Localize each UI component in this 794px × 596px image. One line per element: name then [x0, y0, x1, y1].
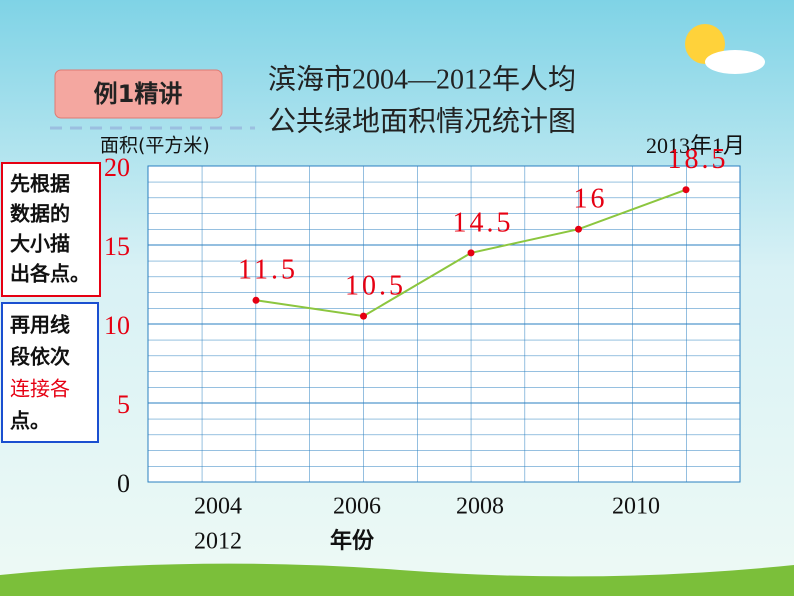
value-label: 10.5 — [345, 271, 406, 302]
tip-box — [1, 302, 99, 443]
grass — [0, 563, 794, 596]
tip-text: 出各点。 — [10, 262, 90, 286]
value-label: 18.5 — [668, 144, 729, 175]
x-tick-label: 2004 — [194, 494, 242, 520]
data-point — [682, 186, 690, 194]
chart: 0 5 10 15 20 2004 2006 2008 2010 2012 11.5 10.5 14.5… — [104, 144, 740, 555]
y-tick-label: 0 — [117, 469, 130, 498]
x-tick-label: 2008 — [456, 494, 504, 520]
data-point — [252, 296, 260, 304]
x-tick-label: 2012 — [194, 529, 242, 555]
tip-text: 再用线 — [10, 313, 70, 337]
y-tick-label: 20 — [104, 153, 130, 182]
tip-text: 连接各 — [10, 377, 70, 401]
value-label: 11.5 — [238, 255, 298, 286]
data-point — [575, 225, 582, 233]
tip-text: 段依次 — [10, 345, 70, 369]
data-point — [360, 312, 367, 320]
tip-text: 大小描 — [10, 232, 70, 256]
y-tick-label: 15 — [104, 232, 130, 261]
tip-box — [1, 162, 101, 297]
y-axis-label: 面积(平方米) — [100, 135, 210, 157]
date-note: 2013年1月 — [646, 133, 745, 158]
x-tick-label: 2006 — [333, 494, 381, 520]
x-tick-label: 2010 — [612, 494, 660, 520]
value-label: 16 — [574, 184, 608, 215]
title-line: 滨海市2004—2012年人均 — [268, 63, 576, 95]
data-point — [467, 249, 475, 257]
y-tick-label: 10 — [104, 311, 130, 340]
badge-box — [54, 69, 223, 119]
badge: 例1精讲 — [94, 80, 183, 108]
tip-text: 点。 — [10, 409, 50, 433]
sun — [685, 24, 765, 74]
value-label: 14.5 — [453, 207, 514, 238]
tip-text: 数据的 — [10, 202, 70, 226]
x-axis-label: 年份 — [330, 528, 375, 554]
tip-text: 先根据 — [10, 172, 70, 196]
y-tick-label: 5 — [117, 390, 130, 419]
title-line: 公共绿地面积情况统计图 — [268, 105, 576, 137]
